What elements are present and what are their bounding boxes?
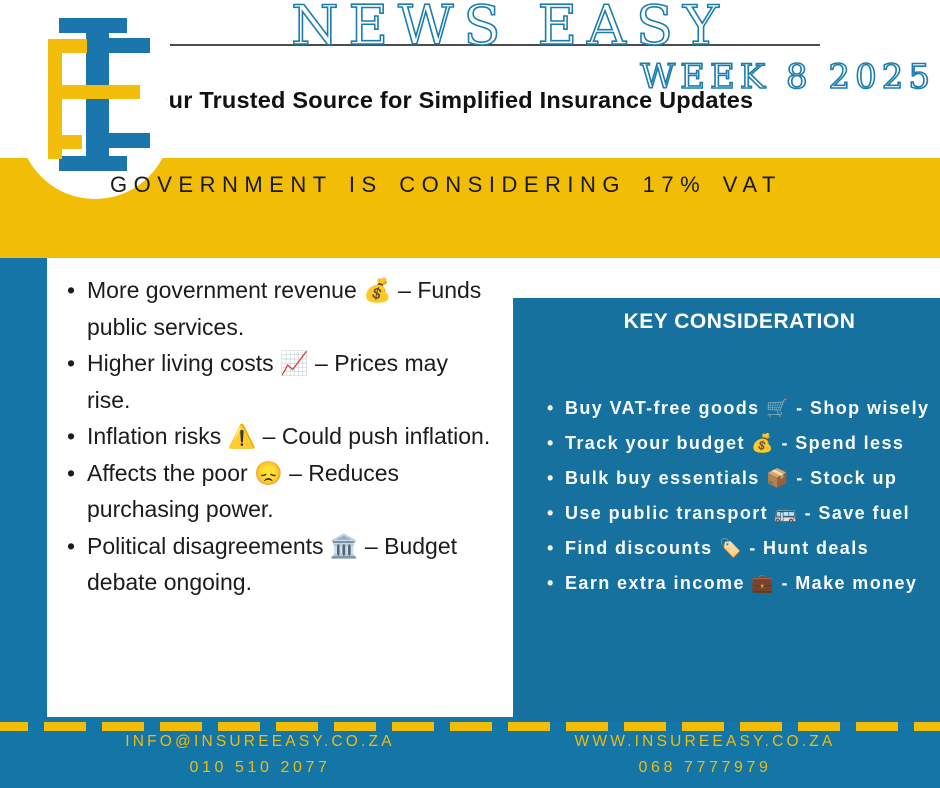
- logo-yellow-letter: [48, 39, 140, 159]
- footer-email: INFO@INSUREEASY.CO.ZA: [125, 733, 395, 750]
- impacts-panel: More government revenue 💰 – Funds public…: [47, 258, 513, 717]
- key-consideration-item-text: Use public transport 🚌 - Save fuel: [565, 503, 911, 523]
- impact-item: More government revenue 💰 – Funds public…: [67, 272, 491, 345]
- footer-dashed-divider: [0, 722, 940, 731]
- key-consideration-item: Earn extra income 💼 - Make money: [547, 566, 936, 601]
- headline-banner: [0, 158, 940, 258]
- footer-contact-left: INFO@INSUREEASY.CO.ZA 010 510 2077: [40, 733, 480, 777]
- key-consideration-item: Bulk buy essentials 📦 - Stock up: [547, 461, 936, 496]
- impact-item-text: Higher living costs 📈 – Prices may rise.: [87, 350, 448, 413]
- impact-item-text: More government revenue 💰 – Funds public…: [87, 277, 482, 340]
- key-consideration-item-text: Earn extra income 💼 - Make money: [565, 573, 918, 593]
- insure-easy-logo: [48, 18, 150, 171]
- impact-item: Political disagreements 🏛️ – Budget deba…: [67, 528, 491, 601]
- key-consideration-item: Find discounts 🏷️ - Hunt deals: [547, 531, 936, 566]
- brand-title: NEWS EASY: [291, 0, 728, 57]
- tagline: Your Trusted Source for Simplified Insur…: [140, 87, 754, 113]
- key-consideration-item: Track your budget 💰 - Spend less: [547, 426, 936, 461]
- impact-item-text: Inflation risks ⚠️ – Could push inflatio…: [87, 423, 491, 449]
- footer-phone-2: 068 7777979: [638, 759, 772, 776]
- key-consideration-item-text: Buy VAT-free goods 🛒 - Shop wisely: [565, 398, 930, 418]
- impacts-list: More government revenue 💰 – Funds public…: [67, 272, 491, 601]
- key-consideration-item: Use public transport 🚌 - Save fuel: [547, 496, 936, 531]
- banner-headline: GOVERNMENT IS CONSIDERING 17% VAT: [110, 172, 782, 197]
- footer-contact-right: WWW.INSUREEASY.CO.ZA 068 7777979: [515, 733, 895, 777]
- impact-item: Affects the poor 😞 – Reduces purchasing …: [67, 455, 491, 528]
- white-spacer-strip: [513, 258, 940, 298]
- impact-item-text: Political disagreements 🏛️ – Budget deba…: [87, 532, 457, 596]
- impact-item-text: Affects the poor 😞 – Reduces purchasing …: [87, 459, 400, 523]
- brand-underline: [170, 44, 820, 46]
- footer-phone-1: 010 510 2077: [189, 759, 331, 776]
- key-consideration-panel: KEY CONSIDERATION Buy VAT-free goods 🛒 -…: [515, 298, 940, 722]
- week-label: WEEK 8 2025: [640, 57, 935, 97]
- key-consideration-list: Buy VAT-free goods 🛒 - Shop wisely Track…: [515, 391, 940, 601]
- main-section: More government revenue 💰 – Funds public…: [0, 258, 940, 788]
- footer-website: WWW.INSUREEASY.CO.ZA: [574, 733, 836, 750]
- key-consideration-item-text: Bulk buy essentials 📦 - Stock up: [565, 468, 898, 488]
- key-consideration-item-text: Find discounts 🏷️ - Hunt deals: [565, 538, 870, 558]
- brand-title-svg: NEWS EASY: [291, 0, 728, 58]
- key-consideration-title: KEY CONSIDERATION: [623, 310, 856, 333]
- impact-item: Higher living costs 📈 – Prices may rise.: [67, 345, 491, 418]
- header: NEWS EASY WEEK 8 2025 Your Trusted Sourc…: [0, 0, 940, 158]
- week-label-svg: WEEK 8 2025: [639, 56, 935, 98]
- key-consideration-item-text: Track your budget 💰 - Spend less: [565, 433, 905, 453]
- key-consideration-item: Buy VAT-free goods 🛒 - Shop wisely: [547, 391, 936, 426]
- impact-item: Inflation risks ⚠️ – Could push inflatio…: [67, 418, 491, 455]
